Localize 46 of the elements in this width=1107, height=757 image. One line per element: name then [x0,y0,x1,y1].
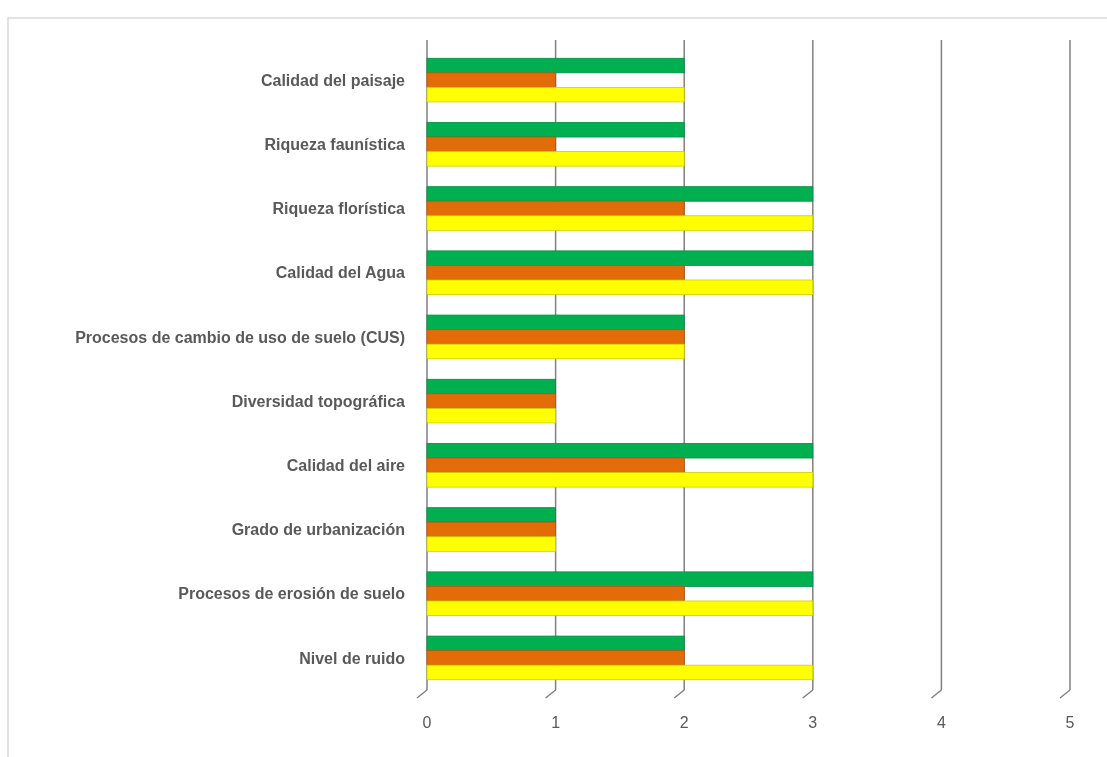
bar [426,86,685,103]
bar [426,507,556,523]
bar [426,72,556,88]
y-tick-label: Riqueza florística [272,200,406,218]
bar [426,314,685,331]
bar [426,664,814,681]
y-tick-label: Procesos de cambio de uso de suelo (CUS) [75,328,405,346]
y-tick-label: Procesos de erosión de suelo [178,585,406,603]
y-tick-label: Riqueza faunística [264,135,406,153]
bar [426,600,814,616]
bar [426,635,685,652]
bar [426,215,814,231]
x-tick-label: 3 [808,714,818,731]
bar [426,329,685,345]
bar [426,536,556,552]
bar [426,393,556,409]
y-tick-label: Diversidad topográfica [231,392,406,410]
y-tick-label: Nivel de ruido [299,649,406,667]
x-tick-label: 4 [936,714,946,731]
bar [426,151,685,167]
bar [426,343,685,360]
bar [426,586,685,602]
y-tick-label: Grado de urbanización [231,521,405,539]
y-tick-label: Calidad del Agua [275,264,406,282]
bar [426,250,814,266]
x-tick-label: 0 [422,714,432,731]
bar [426,407,556,424]
bar [426,265,685,281]
y-tick-label: Calidad del aire [286,456,406,474]
y-tick-label: Calidad del paisaje [260,71,406,89]
bar [426,200,685,217]
bar [426,571,814,587]
x-tick-label: 5 [1065,714,1075,731]
bar [426,122,685,138]
bar [426,457,685,473]
bar [426,136,556,152]
x-tick-label: 2 [679,714,689,731]
x-tick-label: 1 [551,714,561,731]
bar [426,650,685,666]
bar [426,186,814,202]
bar [426,521,556,538]
bar [426,279,814,295]
bar [426,472,814,488]
bar [426,378,556,395]
bar [426,443,814,459]
bar [426,57,685,74]
